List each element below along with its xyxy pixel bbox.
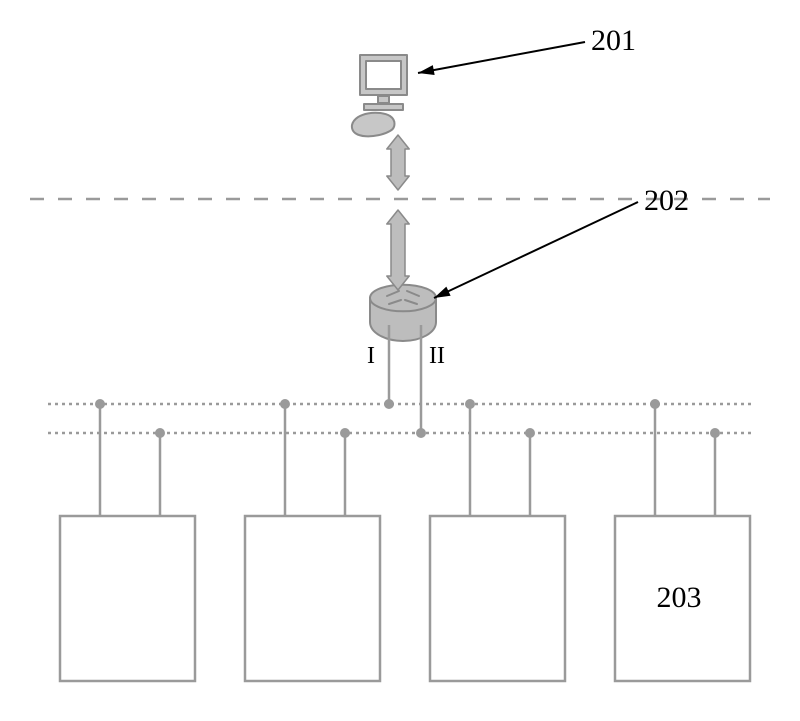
label: II	[429, 343, 445, 370]
label: 202	[644, 184, 689, 218]
label: 203	[657, 581, 702, 615]
label: I	[367, 343, 375, 370]
label: 201	[591, 24, 636, 58]
